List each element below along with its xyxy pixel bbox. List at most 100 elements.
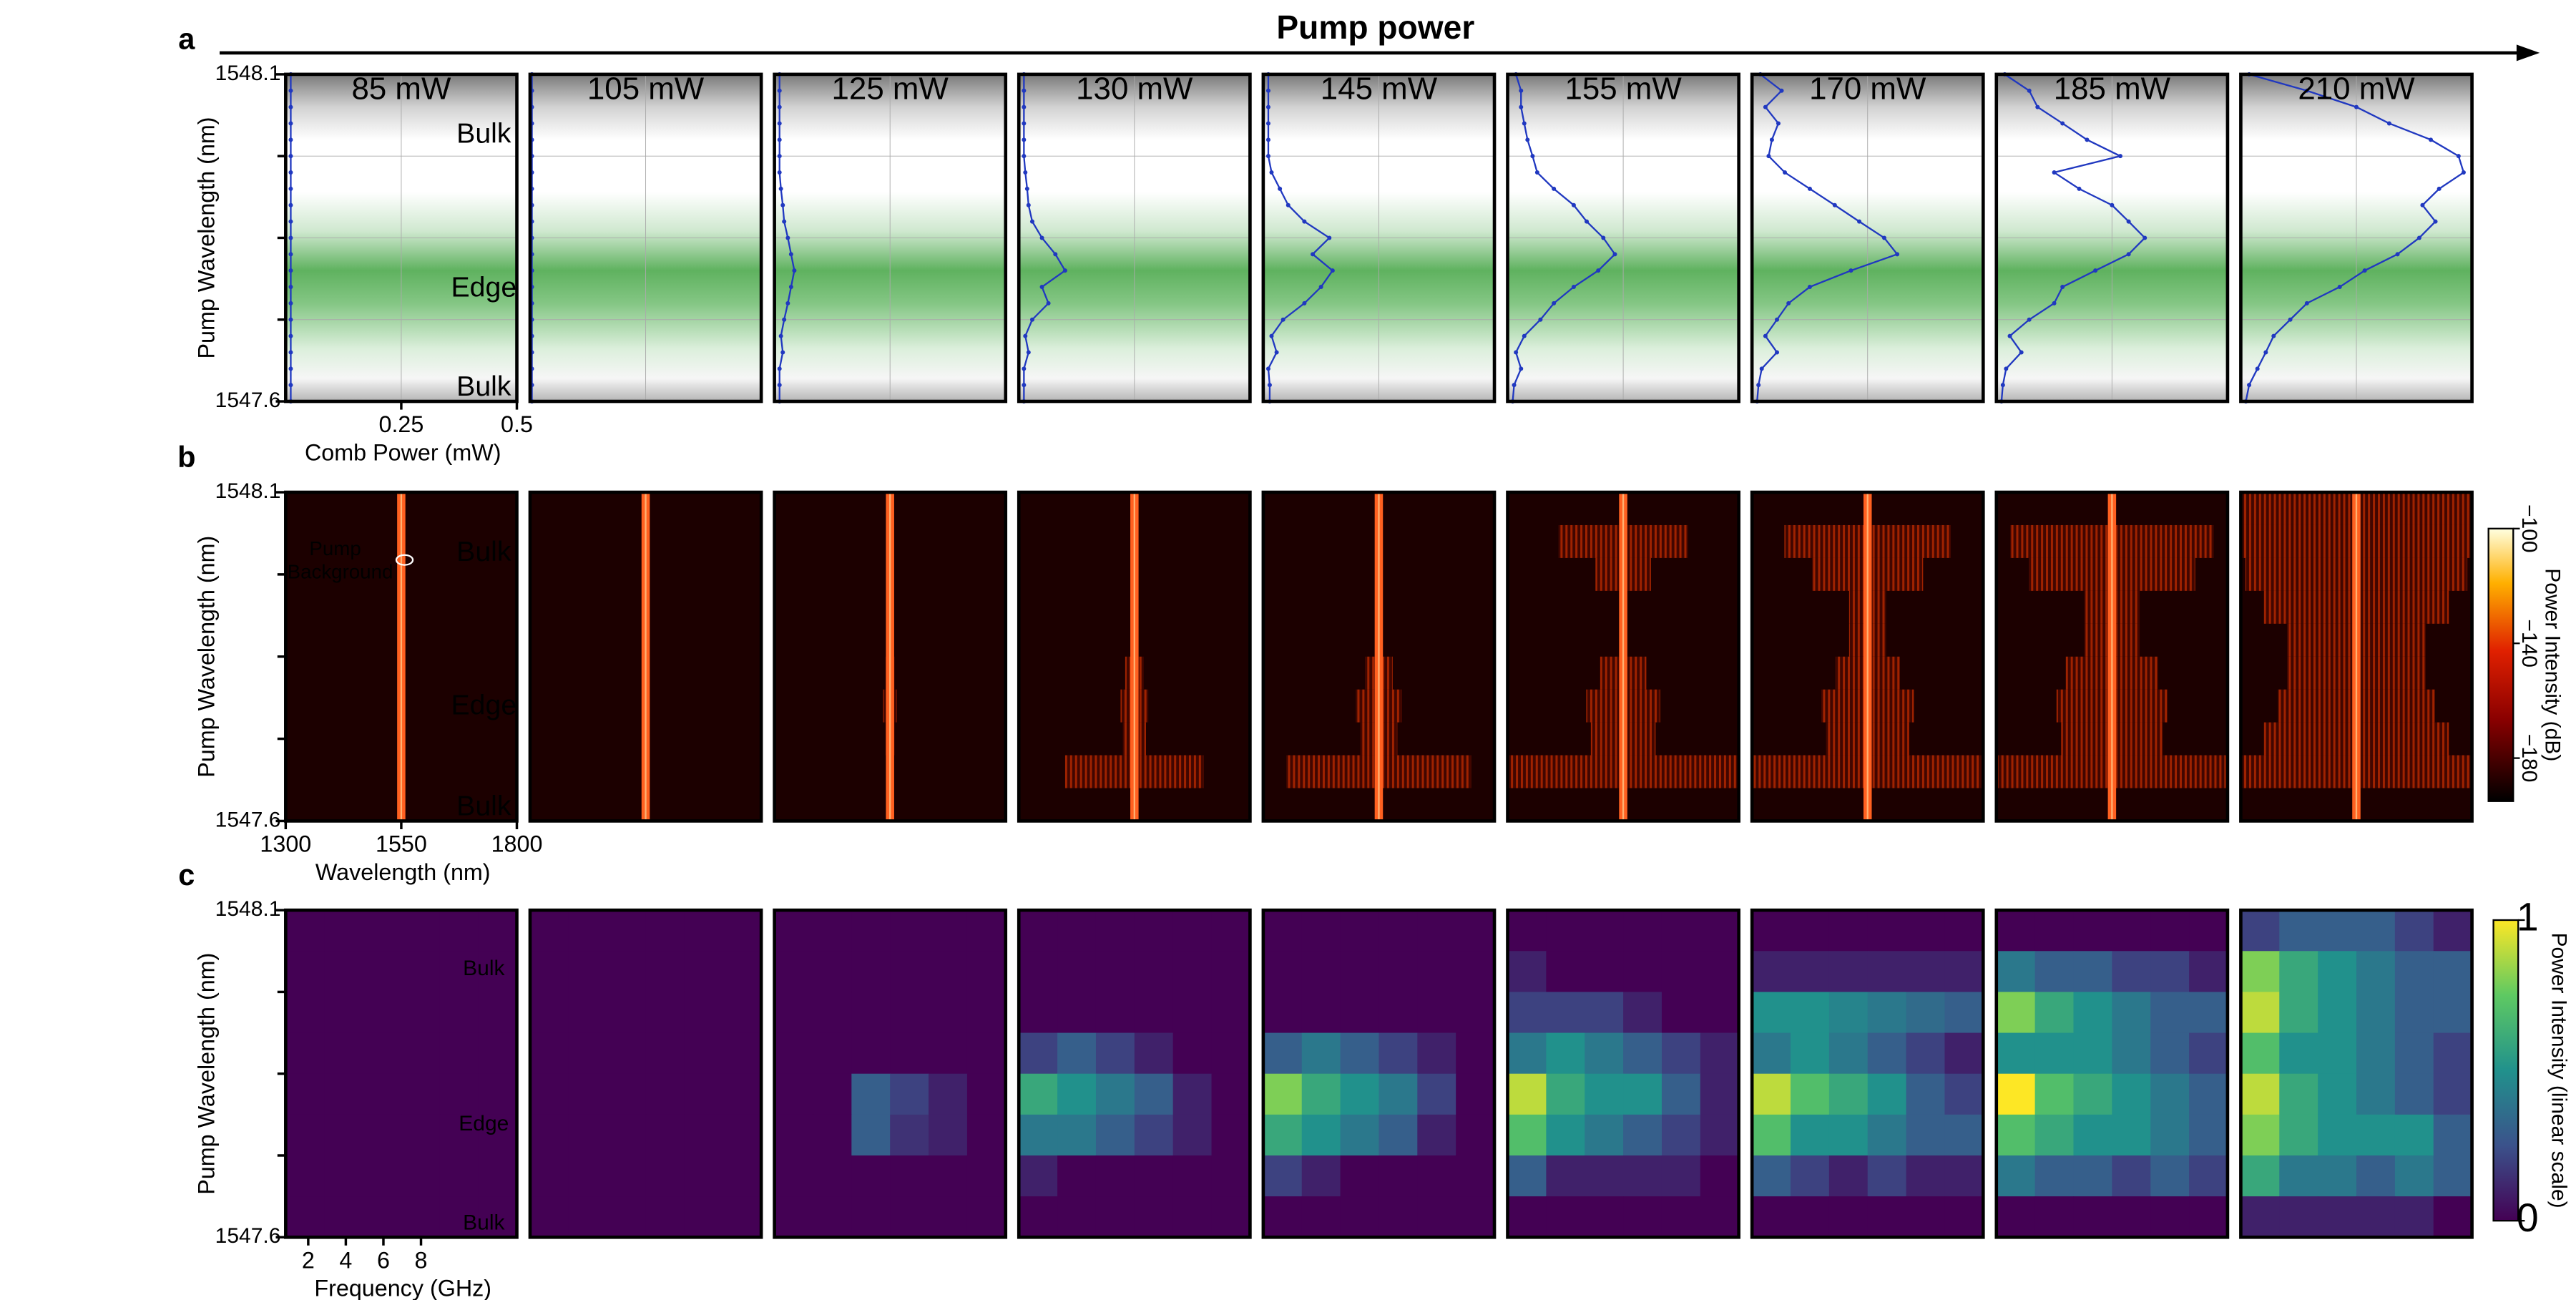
heat-cell xyxy=(1378,1032,1419,1075)
comb-power-point xyxy=(1022,121,1027,126)
heat-cell xyxy=(890,910,929,952)
comb-power-point xyxy=(1522,333,1527,338)
heat-cell xyxy=(1301,1114,1341,1156)
comb-power-point xyxy=(1039,235,1044,240)
heat-cell xyxy=(929,1114,968,1156)
comb-power-point xyxy=(1318,285,1323,290)
colorbar xyxy=(2492,919,2519,1222)
comb-power-point xyxy=(288,202,293,207)
comb-power-point xyxy=(2110,202,2115,207)
comb-power-point xyxy=(1519,366,1524,371)
heat-cell xyxy=(966,1032,1007,1075)
subplot-frame xyxy=(1017,490,1252,823)
comb-power-point xyxy=(1596,268,1601,273)
comb-power-point xyxy=(1022,154,1027,159)
region-label: Bulk xyxy=(456,790,511,821)
heat-cell xyxy=(363,1196,402,1238)
heat-cell xyxy=(2073,1073,2113,1115)
heat-cell xyxy=(1791,910,1830,952)
x-tick-label: 4 xyxy=(339,1247,352,1273)
heat-cell xyxy=(1906,910,1946,952)
heat-cell xyxy=(966,1155,1007,1197)
heat-cell xyxy=(774,1155,814,1197)
heat-cell xyxy=(2034,1196,2075,1238)
heat-cell xyxy=(478,1114,518,1156)
heat-cell xyxy=(2112,1032,2151,1075)
comb-power-point xyxy=(777,88,782,93)
heat-cell xyxy=(1700,1073,1740,1115)
comb-power-point xyxy=(2354,104,2359,109)
comb-power-point xyxy=(1763,333,1768,338)
heat-cell xyxy=(2112,910,2151,952)
heat-cell xyxy=(439,951,479,993)
comb-power-point xyxy=(2304,300,2309,306)
power-label: 85 mW xyxy=(351,72,451,107)
comb-power-point xyxy=(2416,235,2421,240)
comb-power-point xyxy=(1053,252,1058,257)
heat-cell xyxy=(1378,910,1419,952)
comb-power-point xyxy=(778,186,783,191)
comb-power-point xyxy=(288,350,293,355)
heat-cell xyxy=(1828,1073,1869,1115)
heat-cell xyxy=(1944,1114,1984,1156)
heat-cell xyxy=(324,1196,363,1238)
comb-power-point xyxy=(2255,366,2260,371)
heat-cell xyxy=(966,951,1007,993)
comb-power-point xyxy=(1786,300,1791,306)
heat-cell xyxy=(1417,1196,1456,1238)
heat-cell xyxy=(890,1073,929,1115)
heat-cell xyxy=(1996,1155,2036,1197)
heat-cell xyxy=(2073,1114,2113,1156)
x-axis-title: Comb Power (mW) xyxy=(305,439,501,465)
heat-cell xyxy=(401,951,441,993)
heat-cell xyxy=(607,951,647,993)
heat-cell xyxy=(2318,1073,2357,1115)
heat-cell xyxy=(1585,1196,1624,1238)
heat-cell xyxy=(851,1073,891,1115)
comb-power-point xyxy=(1269,170,1274,175)
y-axis-title: Pump Wavelength (nm) xyxy=(193,953,219,1195)
heat-cell xyxy=(1700,1155,1740,1197)
comb-power-point xyxy=(785,235,790,240)
heat-cell xyxy=(774,910,814,952)
heat-cell xyxy=(439,910,479,952)
comb-power-point xyxy=(1512,383,1517,388)
heat-cell xyxy=(2279,1032,2318,1075)
heat-cell xyxy=(723,1196,762,1238)
heat-cell xyxy=(401,1155,441,1197)
comb-power-point xyxy=(777,104,782,109)
heat-cell xyxy=(568,1073,608,1115)
heat-cell xyxy=(1095,1155,1135,1197)
comb-power-point xyxy=(2461,170,2466,175)
heat-cell xyxy=(2150,992,2190,1034)
heat-cell xyxy=(1057,1114,1097,1156)
comb-power-point xyxy=(1848,268,1853,273)
comb-power-point xyxy=(1571,285,1576,290)
comb-power-point xyxy=(1278,186,1283,191)
heat-cell xyxy=(1378,1196,1419,1238)
y-tick-label: 1547.6 xyxy=(215,388,281,412)
x-axis-title: Wavelength (nm) xyxy=(315,859,491,885)
heat-cell xyxy=(1661,1032,1701,1075)
heat-cell xyxy=(1340,1073,1380,1115)
power-label: 170 mW xyxy=(1809,72,1926,107)
heat-cell xyxy=(568,1114,608,1156)
heat-cell xyxy=(2356,1114,2396,1156)
heat-cell xyxy=(1585,951,1624,993)
heat-cell xyxy=(1585,1114,1624,1156)
heat-cell xyxy=(1546,1196,1585,1238)
heat-cell xyxy=(1623,910,1662,952)
heat-cell xyxy=(890,951,929,993)
heat-cell xyxy=(1585,1073,1624,1115)
heat-cell xyxy=(1661,910,1701,952)
heat-cell xyxy=(2433,951,2473,993)
heat-cell xyxy=(1752,910,1791,952)
heat-cell xyxy=(2112,1155,2151,1197)
heat-cell xyxy=(1340,992,1380,1034)
heat-cell xyxy=(1172,1196,1213,1238)
y-tick-label: 1547.6 xyxy=(215,808,281,831)
comb-power-point xyxy=(2337,285,2342,290)
heat-cell xyxy=(2279,992,2318,1034)
heat-cell xyxy=(2150,1073,2190,1115)
